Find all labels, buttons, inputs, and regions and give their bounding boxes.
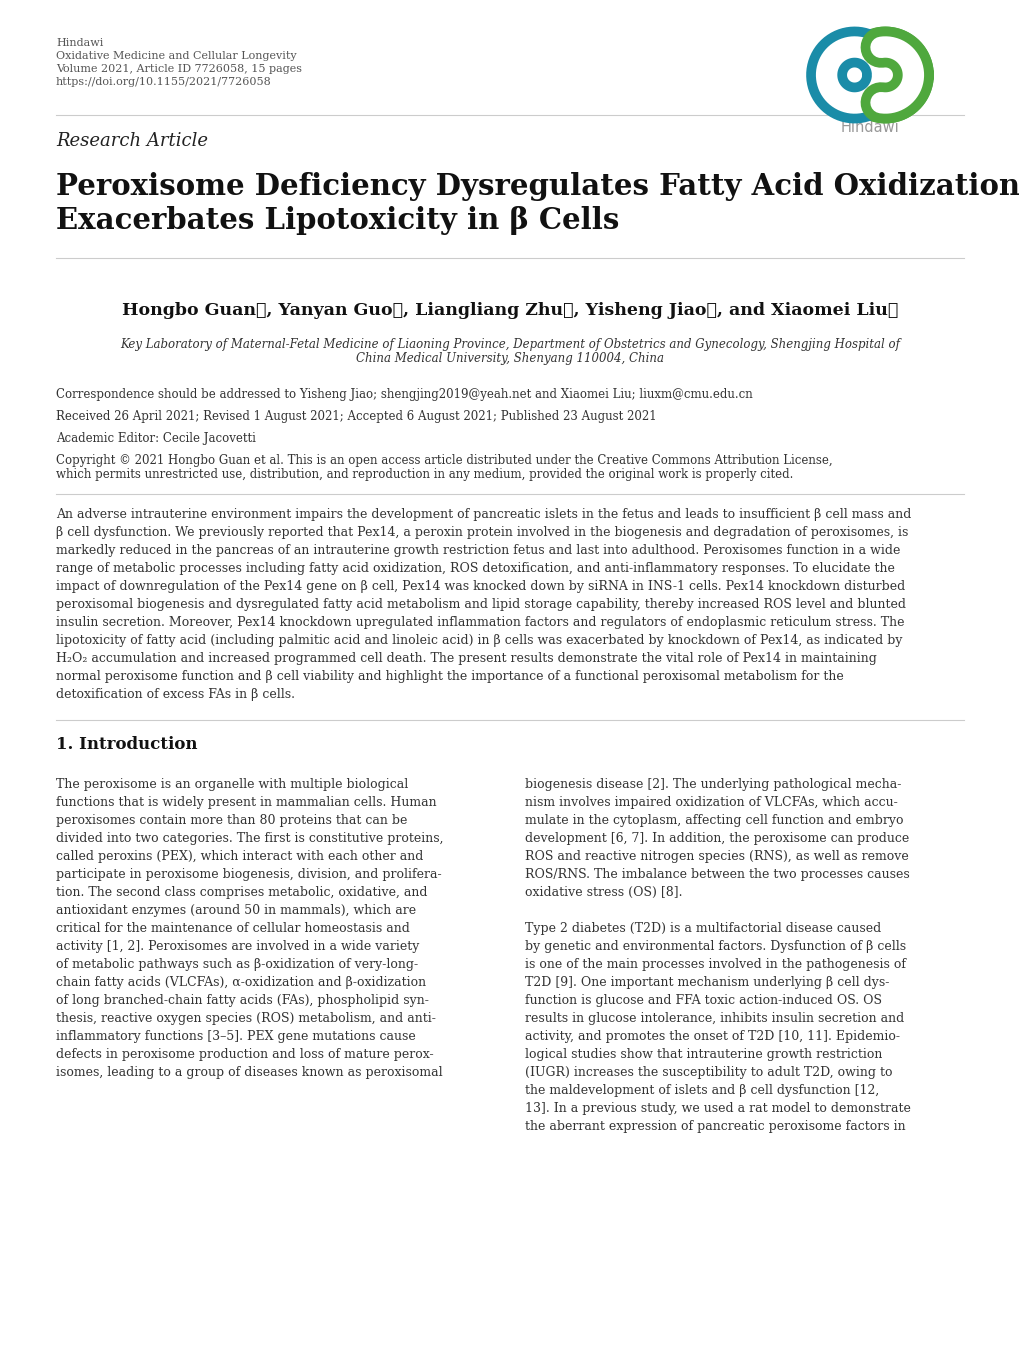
Text: Research Article: Research Article: [56, 132, 208, 150]
Text: The peroxisome is an organelle with multiple biological
functions that is widely: The peroxisome is an organelle with mult…: [56, 778, 443, 1078]
Text: Volume 2021, Article ID 7726058, 15 pages: Volume 2021, Article ID 7726058, 15 page…: [56, 64, 302, 73]
Text: Hindawi: Hindawi: [840, 120, 899, 135]
Text: Peroxisome Deficiency Dysregulates Fatty Acid Oxidization and: Peroxisome Deficiency Dysregulates Fatty…: [56, 171, 1019, 201]
Text: 1. Introduction: 1. Introduction: [56, 736, 198, 753]
Text: China Medical University, Shenyang 110004, China: China Medical University, Shenyang 11000…: [356, 352, 663, 364]
Text: Key Laboratory of Maternal-Fetal Medicine of Liaoning Province, Department of Ob: Key Laboratory of Maternal-Fetal Medicin…: [120, 339, 899, 351]
Text: Correspondence should be addressed to Yisheng Jiao; shengjing2019@yeah.net and X: Correspondence should be addressed to Yi…: [56, 388, 752, 401]
Text: Oxidative Medicine and Cellular Longevity: Oxidative Medicine and Cellular Longevit…: [56, 50, 297, 61]
Text: Hindawi: Hindawi: [56, 38, 103, 48]
Text: Received 26 April 2021; Revised 1 August 2021; Accepted 6 August 2021; Published: Received 26 April 2021; Revised 1 August…: [56, 409, 656, 423]
Text: which permits unrestricted use, distribution, and reproduction in any medium, pr: which permits unrestricted use, distribu…: [56, 468, 793, 481]
Text: Hongbo Guan⁠ⓘ, Yanyan Guo⁠ⓘ, Liangliang Zhu⁠ⓘ, Yisheng Jiao⁠ⓘ, and Xiaomei Liu⁠ⓘ: Hongbo Guan⁠ⓘ, Yanyan Guo⁠ⓘ, Liangliang …: [121, 302, 898, 320]
Text: An adverse intrauterine environment impairs the development of pancreatic islets: An adverse intrauterine environment impa…: [56, 509, 911, 700]
Text: biogenesis disease [2]. The underlying pathological mecha-
nism involves impaire: biogenesis disease [2]. The underlying p…: [525, 778, 910, 1133]
Text: Academic Editor: Cecile Jacovetti: Academic Editor: Cecile Jacovetti: [56, 432, 256, 445]
Text: Exacerbates Lipotoxicity in β Cells: Exacerbates Lipotoxicity in β Cells: [56, 205, 619, 235]
Text: Copyright © 2021 Hongbo Guan et al. This is an open access article distributed u: Copyright © 2021 Hongbo Guan et al. This…: [56, 454, 832, 466]
Text: https://doi.org/10.1155/2021/7726058: https://doi.org/10.1155/2021/7726058: [56, 78, 271, 87]
